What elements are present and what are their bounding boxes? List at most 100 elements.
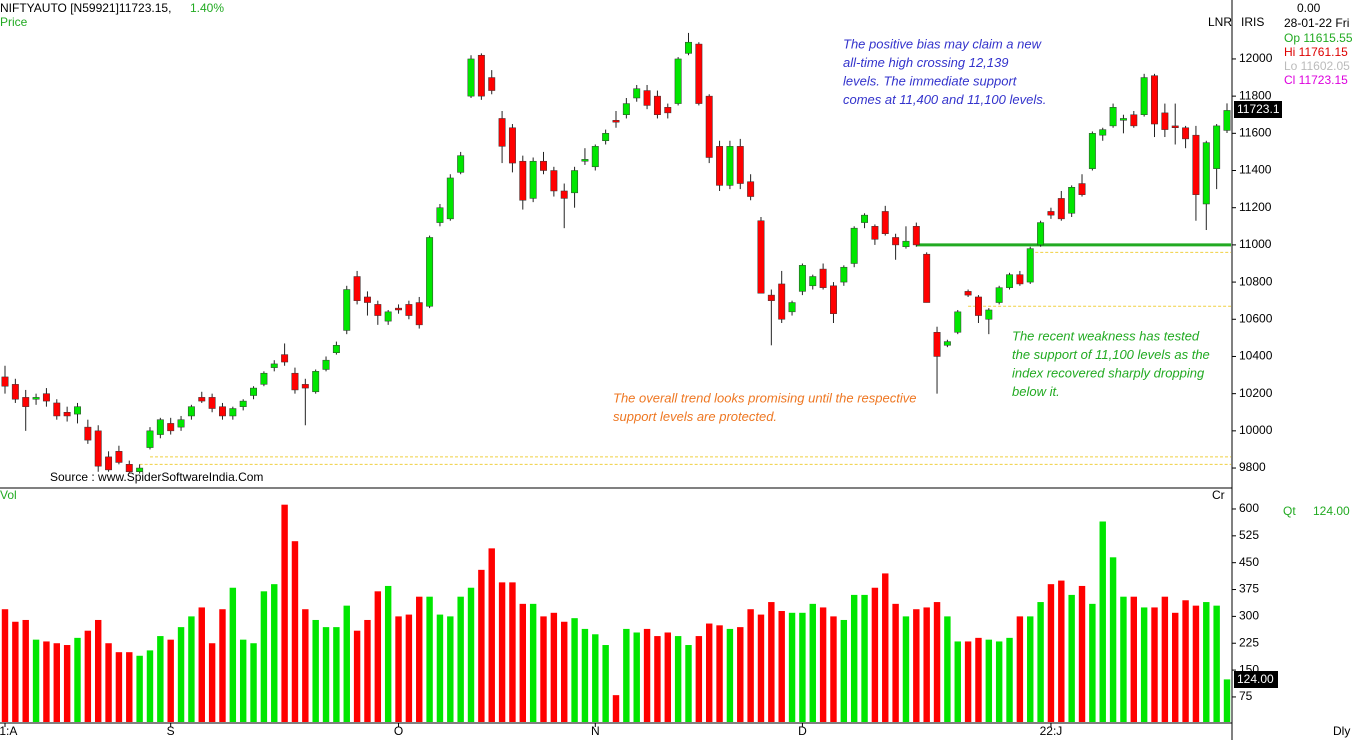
volume-bar xyxy=(395,616,402,722)
volume-bar xyxy=(788,612,796,722)
volume-bar xyxy=(581,628,589,722)
volume-bar xyxy=(913,609,920,722)
volume-bar xyxy=(488,548,495,722)
y-tick-label: 11400 xyxy=(1239,163,1272,177)
candle-body xyxy=(363,296,371,303)
volume-bar xyxy=(612,695,620,722)
candle-body xyxy=(42,393,50,402)
candle-body xyxy=(757,220,765,294)
volume-bar xyxy=(1192,605,1200,722)
candle-body xyxy=(343,289,351,331)
candle-body xyxy=(778,283,786,320)
volume-bar xyxy=(944,616,951,722)
candle-body xyxy=(1213,125,1221,169)
candle-body xyxy=(964,291,972,296)
y-tick-label: 11800 xyxy=(1239,88,1272,102)
candle-body xyxy=(1006,274,1013,288)
candle-body xyxy=(995,287,1003,303)
annotation: below it. xyxy=(1012,384,1060,399)
y-tick-label: 10600 xyxy=(1239,311,1273,325)
volume-bar xyxy=(1109,557,1117,722)
candle-body xyxy=(353,276,361,301)
candle-body xyxy=(322,359,330,370)
annotation: index recovered sharply dropping xyxy=(1012,365,1205,380)
candle-body xyxy=(664,107,672,114)
candle-body xyxy=(146,430,154,448)
volume-bar xyxy=(436,614,444,722)
volume-bar xyxy=(519,603,527,722)
candle-body xyxy=(1,376,9,387)
y-tick-label: 10200 xyxy=(1239,386,1273,400)
volume-bar xyxy=(861,594,868,722)
volume-bar xyxy=(405,614,413,722)
candle-body xyxy=(332,345,340,353)
high: Hi 11761.15 xyxy=(1284,45,1348,59)
volume-bar xyxy=(63,645,71,722)
volume-bar xyxy=(705,623,713,722)
candle-body xyxy=(933,332,941,357)
candle-body xyxy=(674,58,682,104)
volume-bar xyxy=(695,636,703,722)
candle-body xyxy=(1151,75,1158,125)
volume-bar xyxy=(1099,521,1106,722)
volume-bar xyxy=(239,639,247,722)
candle-body xyxy=(726,146,734,186)
candle-body xyxy=(415,302,423,326)
volume-bar xyxy=(43,641,50,722)
annotation: levels. The immediate support xyxy=(843,73,1018,88)
candle-body xyxy=(1078,183,1086,195)
candle-body xyxy=(384,311,392,322)
candle-body xyxy=(943,341,951,346)
candle-body xyxy=(105,456,113,471)
volume-bar xyxy=(250,643,257,722)
candle-body xyxy=(457,155,465,173)
candle-body xyxy=(581,159,589,162)
volume-bar xyxy=(809,603,816,722)
candle-body xyxy=(312,371,320,393)
volume-bar xyxy=(1027,616,1034,722)
volume-bar xyxy=(1068,594,1075,722)
candle-body xyxy=(912,226,920,246)
indicator-name: IRIS xyxy=(1241,15,1264,29)
volume-bar xyxy=(923,607,930,722)
x-tick-label: D xyxy=(798,724,807,738)
annotation: The positive bias may claim a new xyxy=(843,36,1043,51)
vol-tick-label: 150 xyxy=(1239,662,1259,676)
vol-tick-label: 225 xyxy=(1239,635,1259,649)
volume-bar xyxy=(126,652,133,722)
volume-bar xyxy=(1078,585,1086,722)
volume-bar xyxy=(302,609,309,722)
candle-body xyxy=(208,397,216,409)
candle-body xyxy=(591,146,599,168)
candle-body xyxy=(1202,142,1210,205)
vol-tick-label: 75 xyxy=(1239,689,1253,703)
volume-bar xyxy=(22,619,29,722)
candle-body xyxy=(1026,248,1034,283)
source: Source : www.SpiderSoftwareIndia.Com xyxy=(50,470,263,484)
candle-body xyxy=(291,372,299,391)
candle-body xyxy=(436,207,444,223)
x-tick-label: 21:A xyxy=(0,724,17,738)
annotation: support levels are protected. xyxy=(613,409,777,424)
candle-body xyxy=(1037,222,1045,246)
volume-bar xyxy=(84,630,92,722)
period: Dly xyxy=(1333,724,1350,738)
candle-body xyxy=(767,294,775,301)
candle-body xyxy=(633,88,641,99)
volume-bar xyxy=(115,652,123,722)
volume-bar xyxy=(353,630,361,722)
volume-label: Vol xyxy=(0,488,17,502)
candle-body xyxy=(32,397,40,400)
candle-body xyxy=(736,146,744,184)
volume-bar xyxy=(1172,612,1179,722)
candle-body xyxy=(1109,107,1117,127)
volume-bar xyxy=(509,582,516,722)
volume-bar xyxy=(478,569,485,722)
volume-bar xyxy=(157,636,164,722)
x-tick-label: O xyxy=(394,724,403,738)
candle-body xyxy=(1140,77,1148,115)
candle-body xyxy=(1088,133,1096,169)
volume-bar xyxy=(716,625,723,722)
volume-bar xyxy=(571,618,578,722)
volume-bar xyxy=(778,611,785,722)
